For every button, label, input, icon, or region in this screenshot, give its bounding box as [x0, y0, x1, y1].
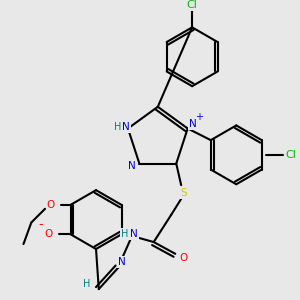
Text: N: N [130, 229, 138, 239]
Text: N: N [122, 122, 130, 131]
Text: N: N [128, 160, 135, 170]
Text: N: N [118, 256, 126, 267]
Text: S: S [181, 188, 188, 198]
Text: +: + [195, 112, 203, 122]
Text: Cl: Cl [187, 0, 198, 10]
Text: O: O [179, 253, 187, 263]
Text: N: N [189, 118, 196, 129]
Text: Cl: Cl [286, 150, 297, 160]
Text: H: H [83, 279, 91, 289]
Text: H: H [115, 122, 122, 131]
Text: O: O [47, 200, 55, 210]
Text: O: O [45, 229, 53, 239]
Text: -: - [39, 218, 43, 231]
Text: H: H [121, 229, 128, 239]
